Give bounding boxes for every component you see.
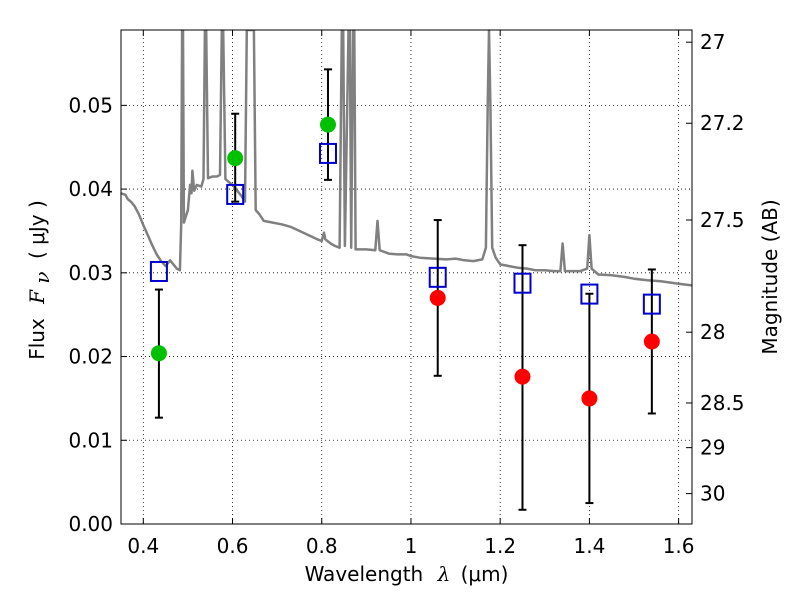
mag-tick-label: 28.5 xyxy=(700,391,745,415)
x-axis-label: Wavelength λ (μm) xyxy=(305,562,509,586)
model-flux-square xyxy=(149,260,168,282)
mag-tick-label: 27.2 xyxy=(700,111,745,135)
model-flux-square xyxy=(226,183,245,205)
y-axis-label-unit: ( μJy ) xyxy=(25,200,49,259)
y-tick-label: 0.00 xyxy=(68,512,113,536)
y-tick-label: 0.03 xyxy=(68,261,113,285)
model-flux-square xyxy=(580,283,599,305)
x-tick-label: 1.4 xyxy=(573,534,605,558)
flux-point xyxy=(514,368,531,385)
x-axis-label-unit: (μm) xyxy=(461,562,509,586)
spectrum-line xyxy=(121,30,692,287)
plot-frame xyxy=(120,29,693,525)
x-tick-label: 0.4 xyxy=(127,534,159,558)
y-tick-label: 0.01 xyxy=(68,428,113,452)
mag-tick-label: 27.5 xyxy=(700,208,745,232)
model-flux-square xyxy=(513,272,532,294)
x-tick-label: 0.6 xyxy=(217,534,249,558)
x-tick-label: 1.2 xyxy=(484,534,516,558)
mag-tick-label: 30 xyxy=(700,482,725,506)
right-axis-label: Magnitude (AB) xyxy=(758,199,782,354)
flux-point xyxy=(429,289,446,306)
flux-point xyxy=(581,390,598,407)
axis-ticks: 0.4 0.6 0.8 1 1.2 1.4 1.6 0.00 0.01 0.02 0.03 0.04 0… xyxy=(68,30,745,558)
mag-tick-label: 27 xyxy=(700,30,725,54)
y-axis-label-subscript: ν xyxy=(30,271,54,283)
flux-point xyxy=(319,116,336,133)
flux-point xyxy=(150,345,167,362)
model-flux-square xyxy=(428,266,447,288)
x-tick-label: 1.6 xyxy=(663,534,695,558)
flux-point xyxy=(643,333,660,350)
y-axis-label: Flux F ν ( μJy ) xyxy=(25,200,54,360)
model-flux-square xyxy=(642,293,661,315)
data-markers xyxy=(149,116,661,407)
mag-tick-label: 28 xyxy=(700,320,725,344)
mag-tick-label: 29 xyxy=(700,436,725,460)
y-tick-label: 0.05 xyxy=(68,93,113,117)
x-axis-label-prefix: Wavelength xyxy=(305,562,424,586)
y-tick-label: 0.04 xyxy=(68,177,113,201)
x-tick-label: 1 xyxy=(405,534,418,558)
y-axis-label-prefix: Flux xyxy=(25,318,49,360)
y-tick-label: 0.02 xyxy=(68,345,113,369)
y-axis-label-symbol: F xyxy=(25,289,49,305)
flux-point xyxy=(227,150,244,167)
x-tick-label: 0.8 xyxy=(306,534,338,558)
model-flux-square xyxy=(318,142,337,164)
model-spectrum xyxy=(121,30,692,287)
x-axis-label-symbol: λ xyxy=(437,562,451,586)
